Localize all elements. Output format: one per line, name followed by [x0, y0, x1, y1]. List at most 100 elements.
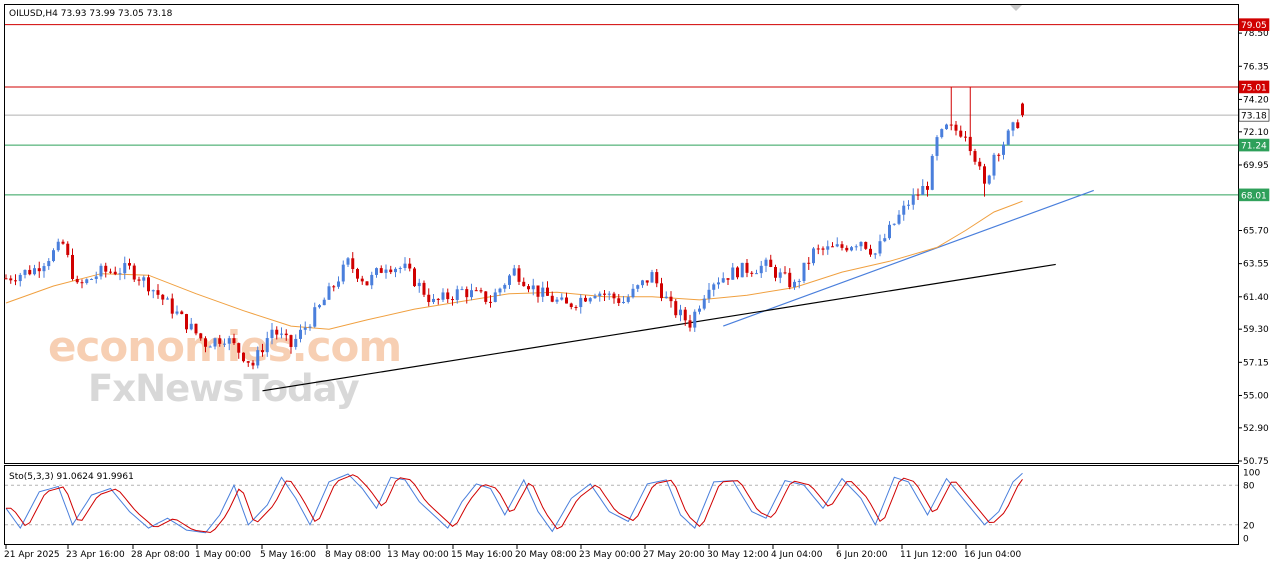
candle-body[interactable] — [85, 279, 89, 284]
candle-body[interactable] — [911, 194, 915, 205]
candle-body[interactable] — [360, 278, 364, 282]
candle-body[interactable] — [902, 205, 906, 215]
candle-body[interactable] — [151, 290, 155, 292]
candle-body[interactable] — [9, 278, 13, 281]
candle-body[interactable] — [175, 311, 179, 314]
candle-body[interactable] — [455, 289, 459, 300]
candle-body[interactable] — [256, 350, 260, 366]
candle-body[interactable] — [973, 151, 977, 162]
candle-body[interactable] — [802, 262, 806, 281]
candle-body[interactable] — [541, 287, 545, 297]
candle-body[interactable] — [978, 161, 982, 167]
candle-body[interactable] — [460, 289, 464, 291]
candle-body[interactable] — [23, 269, 27, 275]
level-badge-resistance[interactable] — [1238, 18, 1270, 31]
candle-body[interactable] — [636, 285, 640, 289]
candle-body[interactable] — [555, 299, 559, 302]
candle-body[interactable] — [265, 338, 269, 353]
candle-body[interactable] — [783, 272, 787, 274]
candle-body[interactable] — [688, 320, 692, 328]
candle-body[interactable] — [474, 290, 478, 292]
candle-body[interactable] — [436, 298, 440, 300]
level-badge-current[interactable] — [1238, 108, 1270, 122]
candle-body[interactable] — [4, 278, 8, 280]
candle-body[interactable] — [816, 248, 820, 250]
candle-body[interactable] — [251, 362, 255, 366]
candle-body[interactable] — [612, 293, 616, 299]
candle-body[interactable] — [75, 278, 79, 283]
candle-body[interactable] — [736, 267, 739, 278]
candle-body[interactable] — [346, 258, 350, 265]
candle-body[interactable] — [147, 277, 150, 292]
candle-body[interactable] — [864, 241, 868, 249]
candle-body[interactable] — [812, 248, 815, 264]
candle-body[interactable] — [907, 204, 910, 206]
candle-body[interactable] — [964, 136, 967, 138]
candle-body[interactable] — [669, 296, 673, 302]
candle-body[interactable] — [341, 264, 345, 282]
candle-body[interactable] — [289, 335, 293, 347]
candle-body[interactable] — [132, 265, 136, 280]
candle-body[interactable] — [503, 284, 507, 289]
candle-body[interactable] — [560, 297, 564, 300]
candle-body[interactable] — [451, 299, 454, 301]
candle-body[interactable] — [142, 277, 146, 281]
candle-body[interactable] — [99, 265, 103, 277]
candle-body[interactable] — [850, 247, 853, 251]
candle-body[interactable] — [721, 278, 725, 283]
candle-body[interactable] — [565, 297, 568, 304]
candle-body[interactable] — [536, 285, 540, 297]
candle-body[interactable] — [479, 290, 483, 292]
candle-body[interactable] — [916, 194, 920, 196]
candle-body[interactable] — [921, 186, 925, 195]
candle-body[interactable] — [569, 303, 573, 308]
candle-body[interactable] — [869, 248, 872, 255]
candle-body[interactable] — [930, 155, 934, 190]
candle-body[interactable] — [398, 267, 402, 269]
candle-body[interactable] — [935, 137, 939, 156]
candle-body[interactable] — [660, 283, 663, 299]
candle-body[interactable] — [835, 244, 839, 247]
candle-body[interactable] — [840, 244, 844, 248]
candle-body[interactable] — [726, 278, 730, 280]
candle-body[interactable] — [156, 290, 160, 295]
candle-body[interactable] — [384, 269, 388, 273]
stoch-signal-line[interactable] — [6, 474, 1023, 534]
candle-body[interactable] — [821, 248, 825, 250]
candle-body[interactable] — [332, 286, 336, 288]
candle-body[interactable] — [859, 241, 863, 247]
candle-body[interactable] — [180, 311, 184, 315]
candle-body[interactable] — [826, 246, 830, 250]
candle-body[interactable] — [370, 274, 374, 286]
candle-body[interactable] — [128, 263, 131, 266]
candle-body[interactable] — [365, 281, 369, 286]
candle-body[interactable] — [218, 338, 222, 344]
candle-body[interactable] — [52, 250, 55, 262]
candle-body[interactable] — [1016, 122, 1020, 129]
candle-body[interactable] — [208, 346, 212, 348]
candle-body[interactable] — [28, 269, 32, 275]
candle-body[interactable] — [584, 297, 587, 302]
candle-body[interactable] — [14, 280, 17, 282]
candle-body[interactable] — [892, 223, 896, 225]
candle-body[interactable] — [118, 273, 122, 275]
candle-body[interactable] — [546, 287, 549, 296]
candle-body[interactable] — [531, 285, 535, 290]
level-badge-support[interactable] — [1238, 188, 1270, 202]
candle-body[interactable] — [351, 258, 355, 270]
stoch-panel[interactable] — [4, 465, 1239, 545]
candle-body[interactable] — [337, 281, 340, 287]
candle-body[interactable] — [246, 361, 250, 363]
candle-body[interactable] — [261, 350, 264, 353]
candle-body[interactable] — [299, 329, 302, 339]
candle-body[interactable] — [284, 333, 288, 336]
candle-body[interactable] — [764, 259, 768, 266]
candle-body[interactable] — [750, 272, 754, 274]
candle-body[interactable] — [308, 326, 312, 328]
candle-body[interactable] — [408, 263, 412, 269]
candle-body[interactable] — [432, 298, 435, 303]
candle-body[interactable] — [394, 268, 397, 273]
candle-body[interactable] — [527, 286, 530, 290]
candle-body[interactable] — [674, 301, 678, 316]
